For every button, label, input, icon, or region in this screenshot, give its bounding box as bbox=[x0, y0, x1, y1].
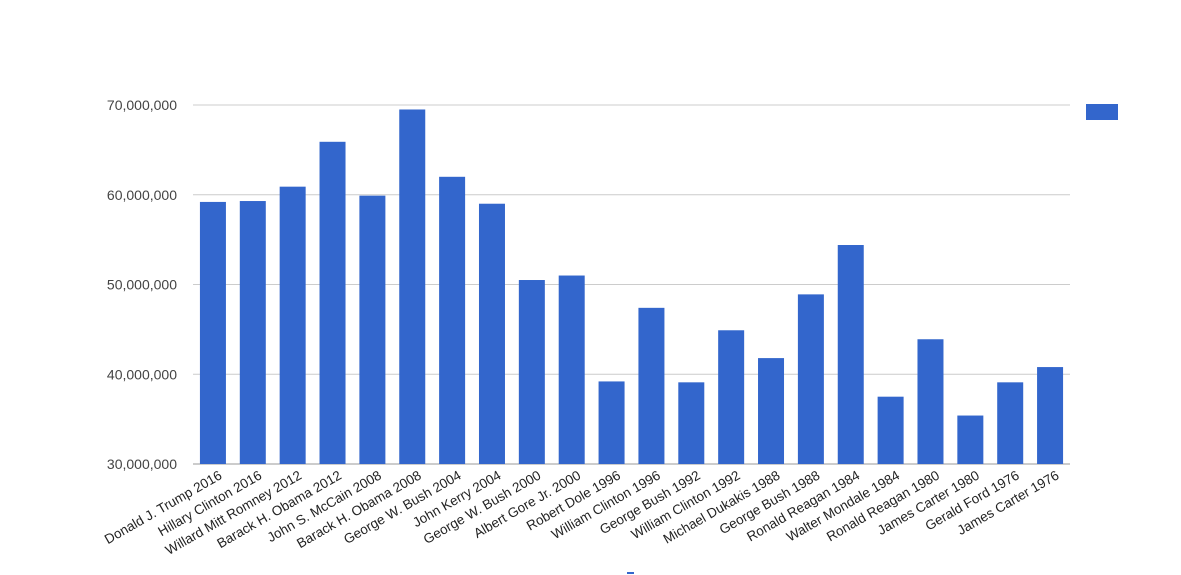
bar[interactable] bbox=[199, 201, 226, 464]
bar[interactable] bbox=[877, 396, 904, 464]
bar[interactable] bbox=[558, 275, 585, 464]
y-tick-label: 40,000,000 bbox=[107, 366, 177, 382]
bar[interactable] bbox=[399, 109, 426, 465]
bar[interactable] bbox=[1037, 367, 1064, 464]
legend[interactable] bbox=[1086, 104, 1118, 120]
legend-page-indicator bbox=[627, 572, 634, 574]
bar[interactable] bbox=[917, 339, 944, 464]
bar[interactable] bbox=[478, 203, 505, 464]
y-tick-label: 70,000,000 bbox=[107, 97, 177, 113]
bar[interactable] bbox=[758, 358, 785, 464]
bar[interactable] bbox=[957, 415, 984, 464]
bars bbox=[199, 109, 1064, 465]
bar[interactable] bbox=[678, 382, 705, 464]
bar[interactable] bbox=[997, 382, 1024, 464]
y-tick-label: 60,000,000 bbox=[107, 187, 177, 203]
bar[interactable] bbox=[239, 201, 266, 464]
y-tick-label: 50,000,000 bbox=[107, 277, 177, 293]
y-tick-label: 30,000,000 bbox=[107, 456, 177, 472]
bar[interactable] bbox=[359, 195, 386, 464]
bar[interactable] bbox=[797, 294, 824, 464]
bar[interactable] bbox=[598, 381, 625, 464]
bar[interactable] bbox=[518, 280, 545, 464]
bar[interactable] bbox=[638, 307, 665, 464]
legend-swatch[interactable] bbox=[1086, 104, 1118, 120]
bar[interactable] bbox=[279, 186, 306, 465]
bar[interactable] bbox=[319, 141, 346, 465]
bar[interactable] bbox=[718, 330, 745, 464]
bar[interactable] bbox=[837, 245, 864, 464]
y-axis: 30,000,000 40,000,000 50,000,000 60,000,000… bbox=[107, 97, 177, 472]
bar[interactable] bbox=[439, 176, 466, 465]
